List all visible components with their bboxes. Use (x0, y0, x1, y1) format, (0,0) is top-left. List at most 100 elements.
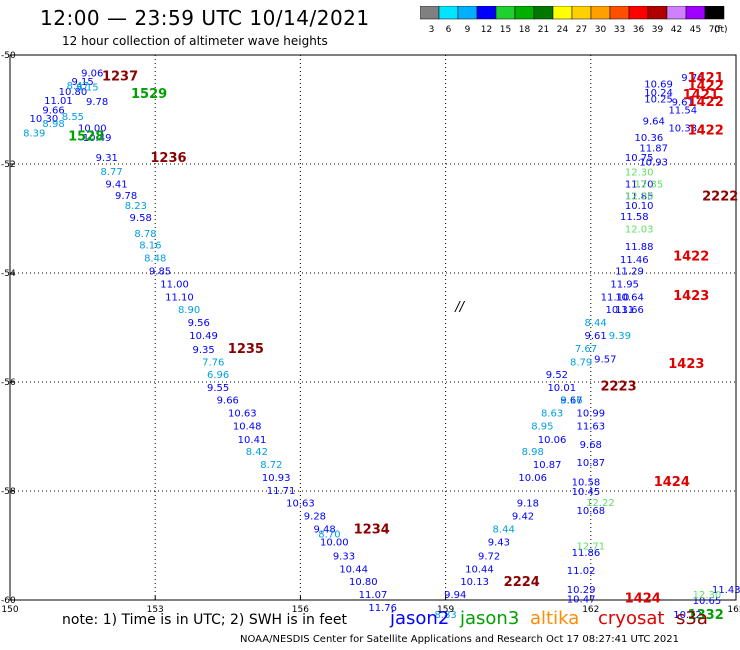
swh-label-altika: 8.83 (434, 610, 456, 621)
y-tick-label: -60 (1, 596, 16, 606)
swh-label-jason2: 9.78 (86, 97, 108, 108)
swh-label-jason2: 10.29 (567, 585, 596, 596)
swh-label-jason2: 11.66 (615, 305, 644, 316)
color-scale-legend: 3 6 9 12 15 18 21 24 27 30 33 36 39 42 45 70(ft) (420, 6, 728, 35)
swh-label-jason2: 10.25 (644, 95, 673, 106)
swh-label-jason2: 10.72 (673, 610, 702, 621)
chart-subtitle: 12 hour collection of altimeter wave hei… (62, 34, 328, 48)
color-scale-label: 39 (652, 25, 664, 35)
color-scale-label: 70 (709, 25, 721, 35)
swh-label-altika: 8.63 (541, 409, 563, 420)
swh-label-jason2: 10.47 (567, 594, 596, 605)
swh-label-jason2: 11.10 (601, 292, 630, 303)
swh-label-jason2: 10.80 (349, 577, 378, 588)
swh-label-altika: 8.77 (101, 167, 123, 178)
swh-label-cryosat: 1422 (688, 124, 724, 139)
legend-altika: altika (530, 608, 580, 629)
swh-label-jason2: 11.00 (160, 279, 189, 290)
swh-label-s3a: 2224 (504, 575, 540, 590)
swh-label-jason2: 11.63 (576, 422, 605, 433)
swh-label-jason2: 10.10 (625, 201, 654, 212)
swh-label-jason2: 10.69 (644, 79, 673, 90)
swh-label-jason2: 11.95 (610, 279, 639, 290)
swh-label-jason2: 9.43 (488, 538, 510, 549)
swh-label-jason2: 11.29 (615, 266, 644, 277)
color-scale-label: 15 (500, 25, 511, 35)
legend-cryosat: cryosat (598, 608, 665, 629)
color-scale-label: 18 (519, 25, 531, 35)
swh-label-jason2: 11.43 (712, 585, 740, 596)
color-scale-label: 24 (557, 25, 569, 35)
swh-label-jason2: 9.42 (512, 512, 534, 523)
swh-label-jason2: 10.99 (576, 409, 605, 420)
swh-label-jason3-swh: 12.30 (693, 590, 722, 601)
swh-label-altika: 8.98 (522, 447, 544, 458)
swh-label-jason2: 9.66 (42, 106, 64, 117)
swh-label-altika: 8.72 (260, 460, 282, 471)
swh-label-jason2: 10.00 (320, 538, 349, 549)
x-tick-label: 162 (582, 605, 599, 615)
swh-label-jason2: 10.41 (238, 435, 267, 446)
swh-label-jason3: 1332 (688, 608, 724, 623)
swh-label-jason2: 9.94 (444, 590, 466, 601)
swh-label-jason2: 9.06 (81, 68, 103, 79)
swh-label-cryosat: 1424 (654, 475, 690, 490)
swh-label-jason2: 10.80 (59, 87, 88, 98)
swh-label-altika: 7.67 (575, 344, 597, 355)
swh-label-cryosat: 1422 (688, 79, 724, 94)
chart-annotation: // (454, 300, 465, 315)
swh-label-jason2: 11.86 (572, 548, 601, 559)
swh-label-jason2: 11.71 (267, 486, 296, 497)
swh-label-jason2: 9.85 (149, 266, 171, 277)
swh-label-jason2: 9.64 (643, 116, 665, 127)
swh-label-altika: 8.55 (62, 112, 84, 123)
swh-label-jason3-swh: 12.30 (625, 168, 654, 179)
swh-label-jason2: 9.41 (105, 180, 127, 191)
color-scale-label: 3 (429, 25, 435, 35)
swh-label-jason2: 10.63 (286, 498, 315, 509)
swh-label-jason2: 11.88 (625, 242, 654, 253)
swh-label-jason3-swh: 12.35 (635, 180, 664, 191)
swh-label-jason2: 10.87 (576, 458, 605, 469)
swh-label-jason2: 11.87 (639, 144, 668, 155)
x-tick-label: 156 (292, 605, 309, 615)
swh-label-jason2: 9.57 (594, 355, 616, 366)
y-tick-label: -58 (1, 487, 16, 497)
swh-label-jason2: 10.75 (625, 153, 654, 164)
swh-label-jason2: 9.15 (71, 77, 93, 88)
swh-label-jason2: 10.01 (547, 383, 576, 394)
swh-label-jason2: 9.33 (333, 551, 355, 562)
swh-label-s3a: 2222 (702, 190, 738, 205)
swh-label-jason2: 11.70 (625, 180, 654, 191)
swh-label-altika: 8.98 (42, 119, 64, 130)
x-tick-label: 159 (437, 605, 454, 615)
swh-label-jason2: 10.24 (644, 88, 673, 99)
swh-label-jason2: 9.66 (217, 395, 239, 406)
swh-label-jason2: 11.54 (668, 106, 697, 117)
chart-title: 12:00 — 23:59 UTC 10/14/2021 (40, 6, 370, 30)
swh-label-jason3: 1528 (68, 130, 104, 145)
swh-label-s3a: 1235 (228, 342, 264, 357)
swh-label-jason3-swh: 12.03 (625, 224, 654, 235)
swh-label-jason2: 9.52 (546, 370, 568, 381)
swh-label-jason2: 10.44 (339, 564, 368, 575)
swh-label-altika: 8.90 (178, 305, 200, 316)
swh-label-s3a: 1237 (102, 70, 138, 85)
legend-jason2: jason2 (390, 608, 450, 629)
color-scale-unit: (ft) (714, 25, 728, 35)
swh-label-jason3-swh: 12.22 (586, 498, 615, 509)
swh-label-jason3-swh: 12.71 (576, 542, 605, 553)
swh-label-jason2: 9.31 (96, 153, 118, 164)
swh-label-jason2: 10.68 (576, 506, 605, 517)
swh-label-altika: 8.16 (560, 395, 582, 406)
color-scale-label: 6 (446, 25, 452, 35)
swh-label-altika: 8.42 (246, 447, 268, 458)
swh-label-altika: 8.48 (144, 254, 166, 265)
credit-line: NOAA/NESDIS Center for Satellite Applica… (240, 634, 679, 645)
color-scale-label: 45 (690, 25, 701, 35)
swh-label-jason2: 10.48 (233, 422, 262, 433)
swh-label-jason2: 9.18 (517, 498, 539, 509)
color-scale-label: 12 (481, 25, 492, 35)
plot-border (9, 54, 737, 601)
